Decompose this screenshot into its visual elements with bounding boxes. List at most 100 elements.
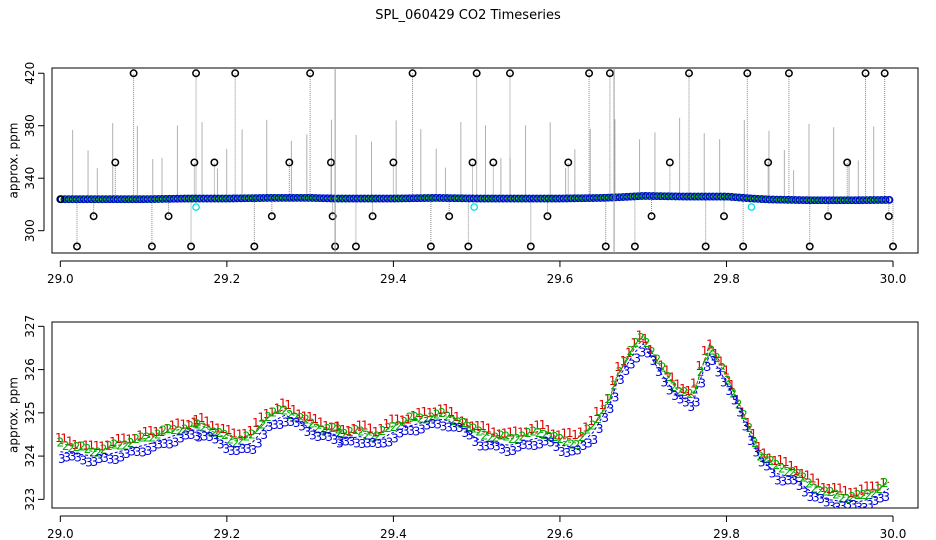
- series-2-glyph: 2: [529, 425, 537, 439]
- series-1-glyph: 1: [555, 429, 563, 443]
- series-2-glyph: 2: [210, 425, 218, 439]
- outlier-marker: [601, 242, 610, 251]
- series-3-glyph: 3: [834, 501, 842, 515]
- series-2-glyph: 2: [444, 410, 452, 424]
- series-2-glyph: 2: [562, 434, 570, 448]
- series-2-glyph: 2: [746, 421, 754, 435]
- series-1-glyph: 1: [463, 417, 471, 431]
- outlier-marker: [743, 69, 752, 78]
- series-2-glyph: 2: [352, 423, 360, 437]
- series-1-glyph: 1: [87, 438, 95, 452]
- series-2-line: [339, 414, 469, 438]
- series-2-glyph: 2: [870, 487, 878, 501]
- series-3-glyph: 3: [671, 389, 679, 403]
- series-2-line: [468, 384, 615, 444]
- series-3-glyph: 3: [790, 473, 798, 487]
- series-1-glyph: 1: [115, 432, 123, 446]
- series-2-glyph: 2: [621, 355, 629, 369]
- series-3-glyph: 3: [774, 473, 782, 487]
- series-2-glyph: 2: [149, 430, 157, 444]
- series-3-glyph: 3: [698, 377, 706, 391]
- panel-2-axes: 29.0 29.2 29.4 29.6 29.8 30.0323324325326327a…: [7, 315, 919, 540]
- series-1-glyph: 1: [120, 431, 128, 445]
- series-1-glyph: 1: [410, 409, 418, 423]
- outlier-marker: [564, 158, 573, 167]
- series-3-glyph: 3: [201, 430, 209, 444]
- series-2-glyph: 2: [341, 427, 349, 441]
- series-3-glyph: 3: [359, 437, 367, 451]
- series-2-glyph: 2: [567, 437, 575, 451]
- series-2-glyph: 2: [702, 352, 710, 366]
- series-1-glyph: 1: [82, 438, 90, 452]
- cyan-marker: [470, 203, 479, 211]
- panel-1-plot: [56, 68, 897, 253]
- panel-2-frame: [51, 321, 919, 509]
- series-2-glyph: 2: [481, 428, 489, 442]
- series-1-glyph: 1: [404, 413, 412, 427]
- y-tick-label: 327: [23, 315, 37, 338]
- series-1-glyph: 1: [712, 347, 720, 361]
- series-2-glyph: 2: [379, 424, 387, 438]
- series-1-glyph: 1: [431, 406, 439, 420]
- series-1-glyph: 1: [479, 419, 487, 433]
- series-2-glyph: 2: [767, 454, 775, 468]
- series-3-glyph: 3: [817, 492, 825, 506]
- series-3-glyph: 3: [112, 453, 120, 467]
- series-1-glyph: 1: [295, 408, 303, 422]
- panel-1-frame: [51, 67, 919, 254]
- series-2-glyph: 2: [519, 429, 527, 443]
- x-tick-label: 29.8: [713, 272, 740, 286]
- series-2-glyph: 2: [670, 380, 678, 394]
- series-3-glyph: 3: [655, 365, 663, 379]
- series-2-line: [197, 410, 340, 442]
- series-3-glyph: 3: [693, 396, 701, 410]
- series-1-glyph: 1: [198, 411, 206, 425]
- x-tick-label: 29.0: [47, 527, 74, 540]
- series-3-glyph: 3: [145, 444, 153, 458]
- series-2-glyph: 2: [643, 336, 651, 350]
- series-3-glyph: 3: [628, 357, 636, 371]
- series-2-glyph: 2: [605, 392, 613, 406]
- series-1-glyph: 1: [852, 486, 860, 500]
- series-2-glyph: 2: [438, 406, 446, 420]
- series-1-glyph: 1: [328, 420, 336, 434]
- series-1-glyph: 1: [225, 423, 233, 437]
- series-1-glyph: 1: [523, 425, 531, 439]
- series-1-glyph: 1: [55, 431, 63, 445]
- series-3-glyph: 3: [828, 499, 836, 513]
- series-2-glyph: 2: [875, 482, 883, 496]
- series-3-glyph: 3: [233, 444, 241, 458]
- series-2-glyph: 2: [600, 403, 608, 417]
- series-3-glyph: 3: [101, 451, 109, 465]
- series-1-glyph: 1: [766, 452, 774, 466]
- series-1-glyph: 1: [744, 416, 752, 430]
- outlier-marker: [210, 158, 219, 167]
- series-1-line: [339, 412, 469, 436]
- series-2-glyph: 2: [232, 436, 240, 450]
- series-1-glyph: 1: [60, 431, 68, 445]
- series-2-glyph: 2: [691, 383, 699, 397]
- series-1-glyph: 1: [690, 377, 698, 391]
- series-1-glyph: 1: [782, 455, 790, 469]
- series-2-glyph: 2: [318, 423, 326, 437]
- series-2-glyph: 2: [205, 424, 213, 438]
- series-2-glyph: 2: [73, 440, 81, 454]
- series-2-glyph: 2: [237, 433, 245, 447]
- series-2-glyph: 2: [502, 430, 510, 444]
- series-3-glyph: 3: [413, 425, 421, 439]
- series-1-glyph: 1: [825, 482, 833, 496]
- series-1-glyph: 1: [399, 413, 407, 427]
- series-2-glyph: 2: [724, 373, 732, 387]
- series-1-glyph: 1: [647, 343, 655, 357]
- series-1-glyph: 1: [717, 354, 725, 368]
- series-2-glyph: 2: [729, 387, 737, 401]
- series-1-glyph: 1: [722, 364, 730, 378]
- series-2-glyph: 2: [589, 418, 597, 432]
- series-3-glyph: 3: [839, 499, 847, 513]
- series-2-glyph: 2: [805, 476, 813, 490]
- series-1-glyph: 1: [142, 425, 150, 439]
- series-1-glyph: 1: [577, 426, 585, 440]
- series-2-glyph: 2: [105, 439, 113, 453]
- series-1-glyph: 1: [174, 417, 182, 431]
- series-1-glyph: 1: [474, 419, 482, 433]
